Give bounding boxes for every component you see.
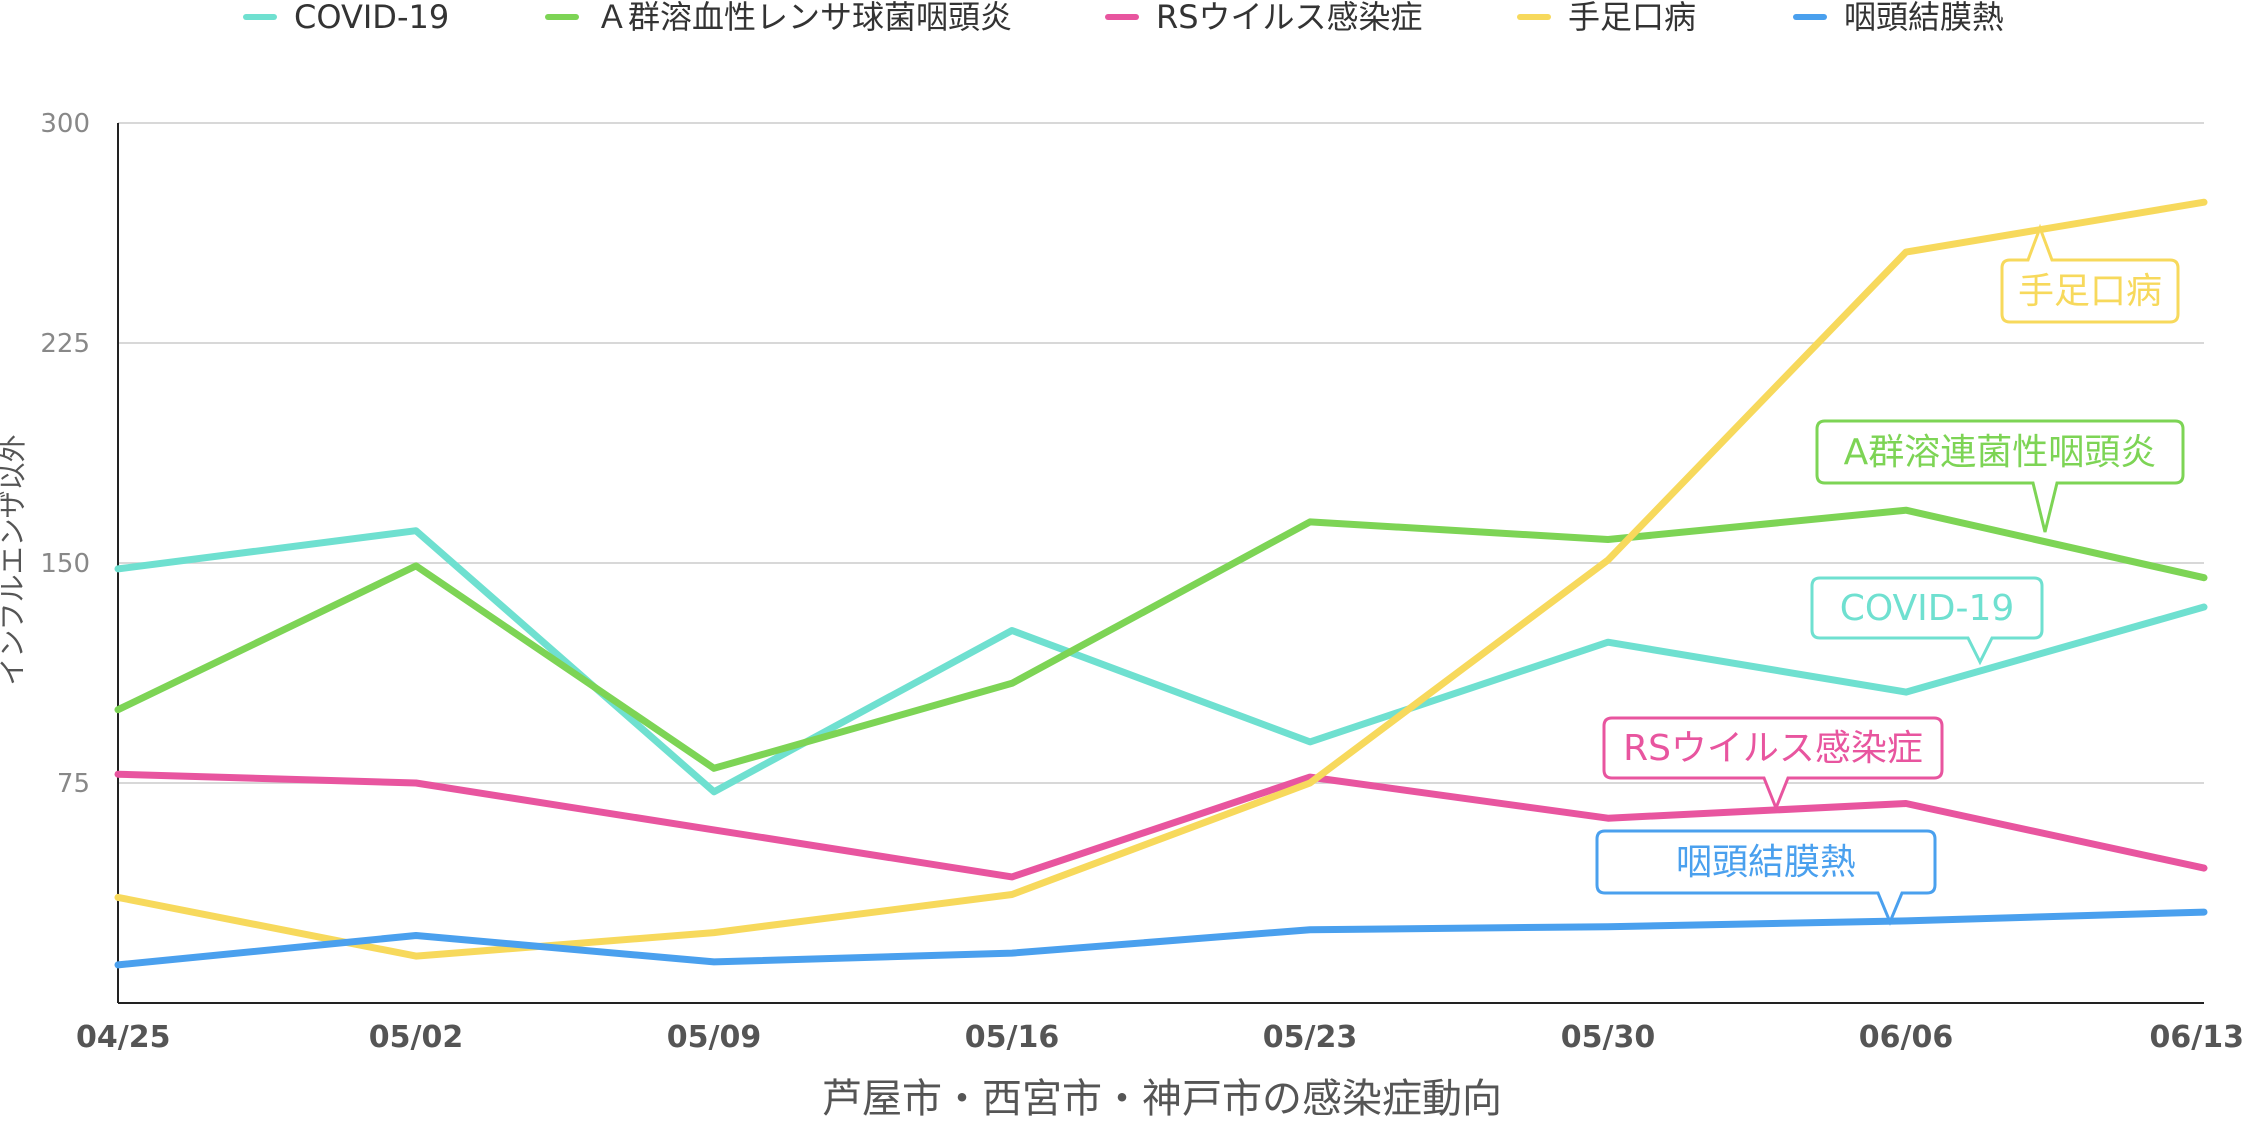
- x-axis-label: 芦屋市・西宮市・神戸市の感染症動向: [822, 1076, 1502, 1122]
- legend: COVID-19 Ａ群溶血性レンサ球菌咽頭炎 RSウイルス感染症 手足口病 咽頭結膜熱: [243, 0, 2004, 36]
- callout: A群溶連菌性咽頭炎: [1815, 419, 2185, 533]
- series-line-2: [114, 770, 2208, 881]
- y-tick-label: 300: [40, 109, 90, 139]
- callout: 手足口病: [2000, 223, 2180, 324]
- callout: COVID-19: [1810, 576, 2044, 666]
- legend-label: RSウイルス感染症: [1156, 0, 1423, 36]
- x-tick-label: 05/09: [667, 1020, 761, 1055]
- callout-box: [2000, 223, 2180, 324]
- callout-label: COVID-19: [1840, 588, 2015, 629]
- legend-label: 咽頭結膜熱: [1844, 0, 2004, 36]
- x-axis-ticks: 04/25 05/02 05/09 05/16 05/23 05/30 06/06 06/13: [76, 1020, 2244, 1055]
- callout: RSウイルス感染症: [1602, 716, 1944, 813]
- legend-label: COVID-19: [294, 0, 449, 36]
- series-line-4: [114, 908, 2208, 969]
- series-line-0: [114, 527, 2208, 796]
- axes: [117, 123, 2204, 1004]
- y-tick-label: 75: [57, 769, 90, 799]
- y-tick-label: 225: [40, 329, 90, 359]
- x-tick-label: 05/23: [1263, 1020, 1357, 1055]
- x-tick-label: 05/02: [369, 1020, 463, 1055]
- callout-label: 手足口病: [2018, 271, 2162, 312]
- callout-label: 咽頭結膜熱: [1676, 842, 1856, 883]
- callout-box: [1595, 829, 1937, 926]
- series-line-3: [114, 198, 2208, 960]
- x-tick-label: 04/25: [76, 1020, 170, 1055]
- x-tick-label: 05/16: [965, 1020, 1059, 1055]
- callout: 咽頭結膜熱: [1595, 829, 1937, 926]
- series-line-1: [114, 506, 2208, 772]
- callout-box: [1810, 576, 2044, 666]
- grid-lines: [118, 122, 2204, 784]
- x-tick-label: 05/30: [1561, 1020, 1655, 1055]
- y-axis-label: インフルエンザ以外: [0, 434, 29, 685]
- legend-label: Ａ群溶血性レンサ球菌咽頭炎: [596, 0, 1012, 36]
- series-lines: [114, 198, 2208, 969]
- callout-label: A群溶連菌性咽頭炎: [1844, 432, 2157, 473]
- callout-box: [1815, 419, 2185, 533]
- x-tick-label: 06/13: [2150, 1020, 2244, 1055]
- callout-box: [1602, 716, 1944, 813]
- legend-label: 手足口病: [1568, 0, 1696, 36]
- callout-label: RSウイルス感染症: [1623, 728, 1923, 769]
- y-tick-label: 150: [40, 549, 90, 579]
- y-axis-ticks: 75 150 225 300: [40, 109, 90, 799]
- x-tick-label: 06/06: [1859, 1020, 1953, 1055]
